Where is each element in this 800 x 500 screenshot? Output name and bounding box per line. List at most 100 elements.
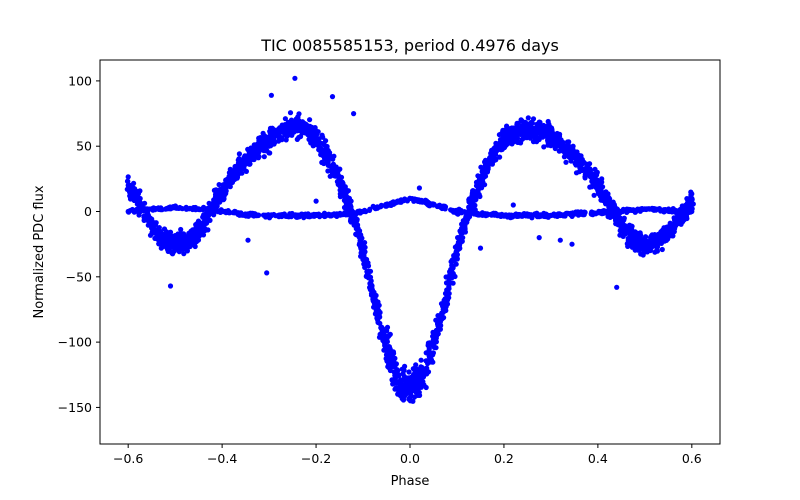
data-point (386, 350, 392, 356)
data-point (365, 260, 371, 266)
data-point (495, 143, 501, 149)
data-point (158, 206, 164, 212)
data-point (426, 347, 432, 353)
data-point (396, 385, 402, 391)
data-point (617, 218, 623, 224)
data-point (514, 125, 520, 131)
data-point (156, 225, 162, 231)
y-axis-label: Normalized PDC flux (32, 185, 47, 318)
data-point (449, 257, 455, 263)
data-point (157, 229, 163, 235)
data-point (621, 215, 627, 221)
data-point (505, 125, 511, 131)
data-point (528, 212, 534, 218)
data-point (516, 212, 522, 218)
data-point (484, 211, 490, 217)
data-point (503, 142, 509, 148)
data-point (437, 326, 443, 332)
data-point (164, 229, 170, 235)
data-points (124, 75, 696, 404)
data-point (131, 180, 137, 186)
data-point (561, 154, 568, 160)
data-point (578, 156, 584, 163)
data-point (435, 203, 441, 209)
data-point (589, 209, 595, 215)
data-point (178, 226, 184, 233)
data-point (405, 375, 411, 381)
data-point (331, 153, 337, 159)
data-point (295, 120, 301, 126)
data-point (384, 344, 390, 350)
data-point (379, 329, 385, 335)
data-point (348, 210, 354, 216)
data-point (599, 211, 605, 217)
data-point (193, 225, 199, 231)
data-point (670, 227, 676, 233)
data-point (239, 212, 245, 218)
data-point (629, 244, 635, 250)
data-point (482, 182, 488, 188)
data-point (384, 336, 390, 342)
data-point (587, 161, 593, 167)
data-point (161, 243, 167, 249)
data-point (239, 170, 245, 176)
data-point (164, 246, 170, 252)
data-point (575, 212, 582, 218)
data-point (536, 235, 542, 241)
data-point (632, 237, 638, 243)
data-point (400, 397, 407, 403)
data-point (388, 202, 394, 208)
data-point (150, 207, 156, 213)
data-point (402, 384, 408, 390)
data-point (532, 125, 539, 131)
data-point (284, 213, 290, 219)
data-point (325, 162, 331, 168)
data-point (610, 208, 616, 214)
data-point (343, 189, 349, 196)
data-point (168, 239, 174, 245)
data-point (566, 153, 573, 159)
data-point (283, 137, 289, 143)
data-point (621, 228, 627, 235)
data-point (127, 208, 133, 214)
data-point (355, 228, 361, 234)
data-point (332, 168, 338, 175)
data-point (262, 212, 268, 218)
data-point (175, 231, 181, 237)
data-point (478, 176, 484, 182)
data-point (247, 210, 254, 217)
data-point (128, 194, 135, 200)
data-point (669, 232, 675, 238)
data-point (343, 199, 349, 205)
data-point (454, 256, 460, 262)
data-point (685, 198, 691, 204)
data-point (450, 273, 456, 279)
data-point (184, 245, 191, 251)
data-point (217, 209, 223, 215)
data-point (483, 162, 489, 168)
data-point (328, 213, 334, 219)
data-point (392, 200, 399, 206)
data-point (425, 340, 431, 346)
data-point (307, 117, 313, 123)
data-point (216, 182, 222, 188)
data-point (684, 215, 690, 222)
data-point (593, 184, 599, 190)
data-point (558, 212, 564, 218)
data-point (563, 159, 569, 165)
data-point (373, 292, 379, 299)
data-point (468, 198, 474, 204)
data-point (474, 188, 480, 194)
data-point (285, 132, 291, 138)
data-point (659, 246, 665, 253)
data-point (398, 197, 404, 203)
data-point (127, 189, 133, 195)
data-point (369, 289, 376, 295)
data-point (358, 236, 364, 242)
data-point (505, 137, 511, 143)
data-point (236, 151, 242, 157)
data-point (530, 139, 537, 145)
data-point (387, 331, 393, 337)
data-point (509, 131, 515, 137)
data-point (195, 233, 201, 240)
